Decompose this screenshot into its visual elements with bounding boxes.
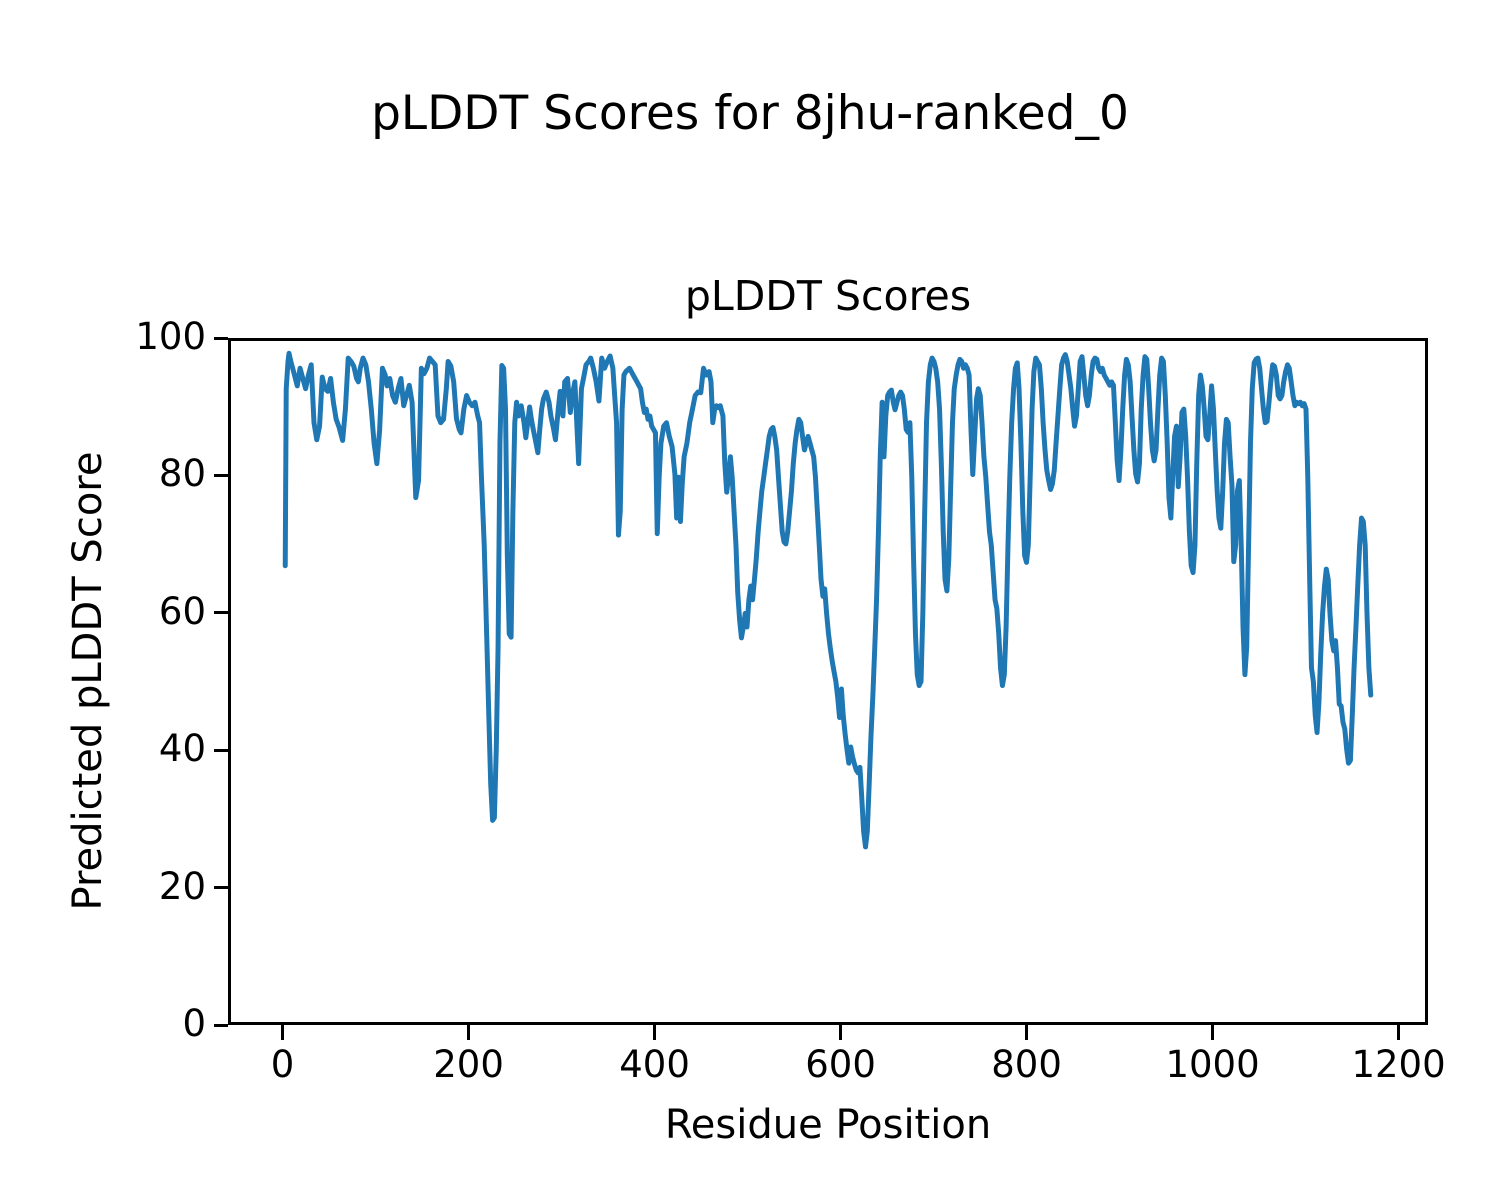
x-tick-mark [1397, 1025, 1401, 1040]
plddt-line [282, 350, 1374, 850]
x-tick-label: 200 [433, 1043, 504, 1086]
x-tick-mark [467, 1025, 471, 1040]
y-tick-mark [214, 611, 228, 615]
y-tick-mark [214, 748, 228, 752]
y-tick-label: 100 [135, 315, 206, 358]
y-axis-label: Predicted pLDDT Score [65, 451, 111, 911]
y-tick-label: 40 [158, 727, 206, 771]
plot-line-svg [282, 350, 1374, 850]
x-tick-label: 1000 [1165, 1043, 1260, 1086]
y-tick-mark [214, 1023, 228, 1027]
x-tick-label: 600 [805, 1043, 876, 1086]
x-tick-label: 1200 [1351, 1043, 1446, 1086]
x-tick-mark [653, 1025, 657, 1040]
y-tick-label: 20 [158, 864, 206, 908]
y-tick-label: 80 [158, 452, 206, 496]
y-tick-label: 0 [182, 1002, 206, 1045]
figure-title: pLDDT Scores for 8jhu-ranked_0 [371, 86, 1129, 141]
x-tick-label: 800 [991, 1043, 1062, 1086]
x-tick-mark [1025, 1025, 1029, 1040]
x-tick-label: 400 [619, 1043, 690, 1086]
x-tick-label: 0 [270, 1043, 295, 1086]
x-axis-label: Residue Position [664, 1102, 992, 1148]
y-tick-label: 60 [158, 589, 206, 633]
x-tick-mark [281, 1025, 285, 1040]
x-tick-mark [839, 1025, 843, 1040]
x-tick-mark [1211, 1025, 1215, 1040]
y-tick-mark [214, 886, 228, 890]
plot-area [228, 338, 1428, 1025]
y-tick-mark [214, 473, 228, 477]
y-tick-mark [214, 336, 228, 340]
axes-title: pLDDT Scores [684, 272, 972, 320]
